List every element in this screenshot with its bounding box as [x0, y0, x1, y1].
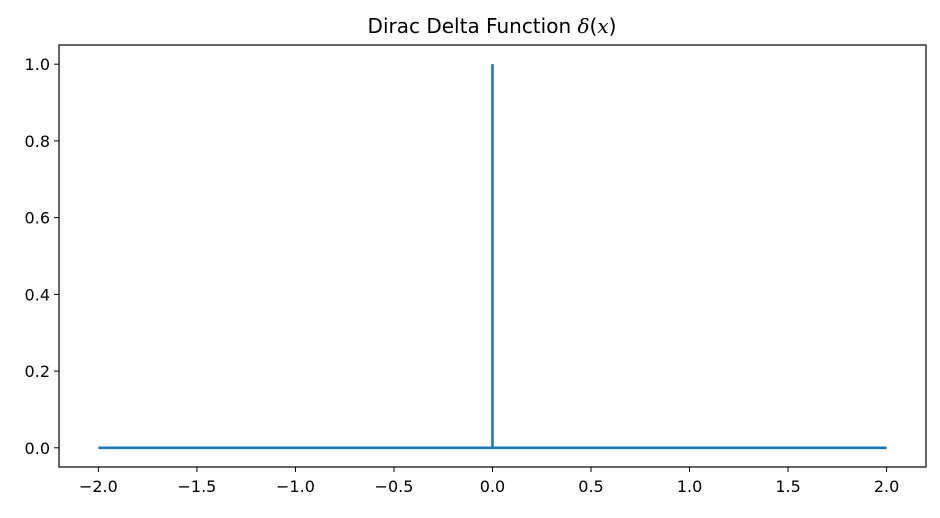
x-tick-label: −1.5	[178, 477, 217, 496]
y-tick-label: 0.0	[25, 439, 50, 458]
x-tick-label: −0.5	[375, 477, 414, 496]
x-tick-label: 0.0	[480, 477, 505, 496]
chart-title-prefix: Dirac Delta Function	[368, 14, 578, 38]
series-line	[98, 64, 887, 450]
plot-area	[98, 64, 887, 450]
chart-title-symbol: δ	[577, 14, 589, 38]
x-tick-label: 2.0	[874, 477, 899, 496]
y-tick-label: 0.4	[25, 285, 50, 304]
axes-frame	[58, 44, 927, 468]
y-tick-label: 1.0	[25, 55, 50, 74]
x-axis: −2.0 −1.5 −1.0 −0.5 0.0 0.5 1.0 1.5 2.0	[79, 467, 899, 496]
chart-title-open-paren: (	[590, 14, 598, 38]
x-tick-label: 1.0	[677, 477, 702, 496]
chart-title: Dirac Delta Function δ(x)	[368, 14, 617, 38]
x-tick-label: 0.5	[578, 477, 603, 496]
y-tick-label: 0.8	[25, 132, 50, 151]
x-tick-label: 1.5	[775, 477, 800, 496]
chart-title-close-paren: )	[609, 14, 617, 38]
y-tick-label: 0.2	[25, 362, 50, 381]
y-tick-label: 0.6	[25, 209, 50, 228]
x-tick-label: −1.0	[276, 477, 315, 496]
chart-title-variable: x	[597, 14, 608, 38]
x-tick-label: −2.0	[79, 477, 118, 496]
y-axis: 0.0 0.2 0.4 0.6 0.8 1.0	[25, 55, 59, 458]
